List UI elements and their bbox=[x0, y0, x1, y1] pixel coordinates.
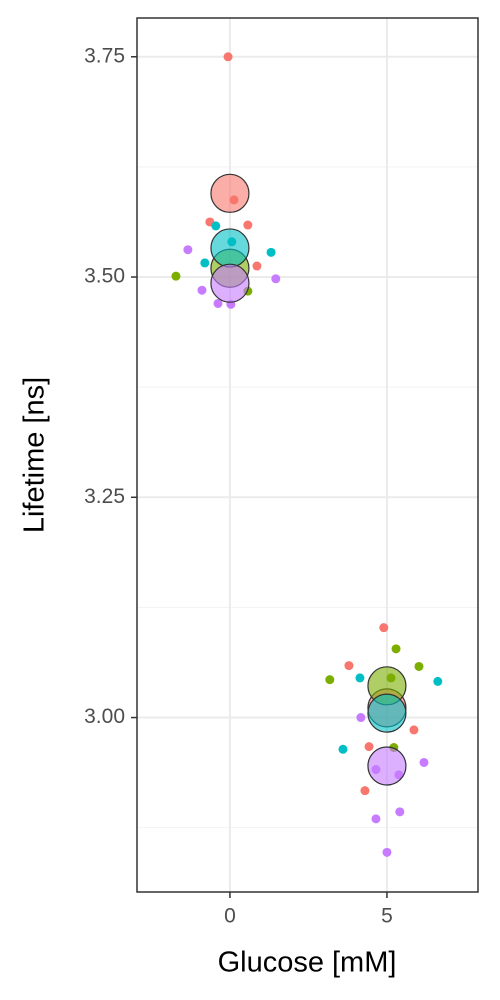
point bbox=[211, 221, 221, 231]
y-tick-label: 3.25 bbox=[84, 485, 125, 508]
point bbox=[356, 713, 366, 723]
point bbox=[379, 623, 389, 633]
point bbox=[271, 274, 281, 284]
y-tick-label: 3.75 bbox=[84, 44, 125, 67]
mean-point bbox=[367, 746, 407, 786]
x-axis-label: Glucose [mM] bbox=[218, 947, 397, 979]
point bbox=[371, 814, 381, 824]
point bbox=[395, 807, 405, 817]
point bbox=[213, 298, 223, 308]
point bbox=[200, 258, 210, 268]
point bbox=[325, 675, 335, 685]
point bbox=[223, 52, 233, 62]
x-tick-label: 0 bbox=[224, 905, 236, 928]
point bbox=[391, 644, 401, 654]
point bbox=[243, 220, 253, 230]
point bbox=[419, 757, 429, 767]
point bbox=[433, 676, 443, 686]
point bbox=[409, 725, 419, 735]
point bbox=[266, 247, 276, 257]
y-tick-label: 3.00 bbox=[84, 705, 125, 728]
mean-point bbox=[210, 263, 250, 303]
point bbox=[360, 786, 370, 796]
y-axis-label: Lifetime [ns] bbox=[19, 377, 51, 533]
y-tick-label: 3.50 bbox=[84, 265, 125, 288]
point bbox=[338, 744, 348, 754]
point bbox=[183, 245, 193, 255]
point bbox=[364, 742, 374, 752]
point bbox=[344, 661, 354, 671]
panel-border bbox=[136, 17, 479, 893]
point bbox=[355, 673, 365, 683]
point bbox=[171, 271, 181, 281]
point bbox=[197, 285, 207, 295]
point bbox=[382, 847, 392, 857]
mean-point bbox=[210, 228, 250, 268]
point bbox=[414, 661, 424, 671]
x-tick-label: 5 bbox=[381, 905, 393, 928]
point bbox=[252, 261, 262, 271]
mean-point bbox=[367, 693, 407, 733]
mean-point bbox=[210, 173, 250, 213]
